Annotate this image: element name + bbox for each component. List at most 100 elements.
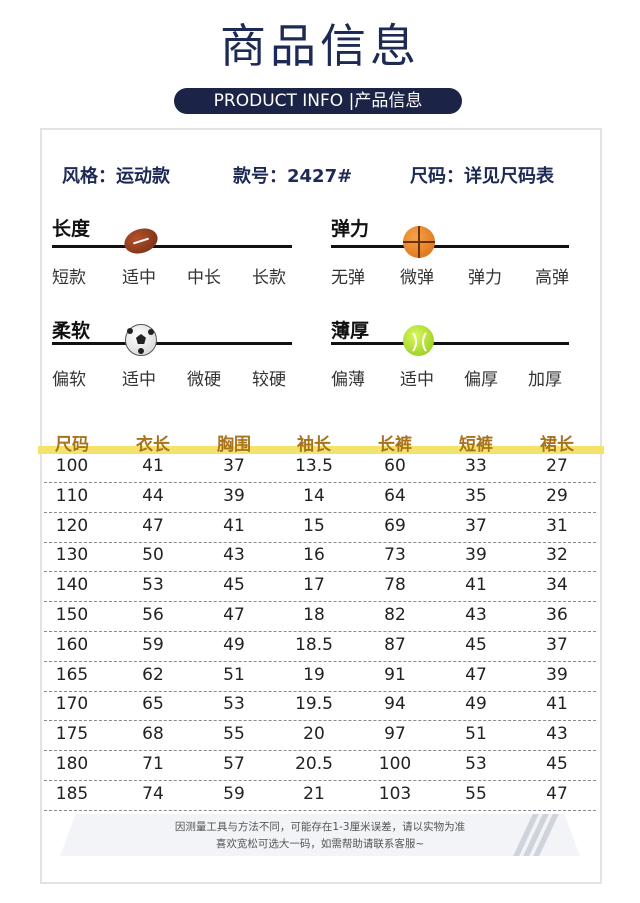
table-cell: 78 — [384, 575, 406, 596]
row-divider — [44, 720, 596, 722]
table-cell: 41 — [546, 694, 568, 715]
size-spec: 尺码：详见尺码表 — [410, 166, 554, 187]
row-divider — [44, 601, 596, 603]
table-row: 140 53 45 17 78 41 34 — [44, 572, 596, 603]
table-cell: 14 — [303, 485, 325, 506]
table-cell: 47 — [465, 664, 487, 685]
table-row: 185 74 59 21 103 55 47 — [44, 781, 596, 811]
table-cell: 60 — [384, 456, 406, 476]
table-header-highlight — [38, 446, 604, 454]
table-row: 160 59 49 18.5 87 45 37 — [44, 632, 596, 662]
table-cell: 13.5 — [295, 456, 333, 476]
softness-option-3: 微硬 — [187, 370, 221, 390]
table-cell: 51 — [223, 664, 245, 685]
table-cell: 45 — [223, 575, 245, 596]
table-row: 150 56 47 18 82 43 36 — [44, 602, 596, 632]
basketball-icon — [403, 226, 435, 258]
table-cell: 180 — [55, 754, 89, 774]
table-cell: 34 — [546, 575, 568, 596]
soccer-ball-icon — [125, 324, 157, 356]
section-subtitle-badge: PRODUCT INFO |产品信息 — [174, 88, 462, 114]
elasticity-option-1: 无弹 — [331, 268, 365, 288]
table-cell: 53 — [223, 694, 245, 715]
table-cell: 53 — [465, 754, 487, 774]
row-divider — [44, 690, 596, 692]
table-cell: 94 — [384, 694, 406, 715]
table-cell: 71 — [142, 754, 164, 774]
table-cell: 41 — [142, 456, 164, 476]
product-info-card — [40, 128, 602, 884]
row-divider — [44, 631, 596, 632]
row-divider — [44, 809, 596, 811]
table-cell: 69 — [384, 515, 406, 536]
table-row: 175 68 55 20 97 51 43 — [44, 721, 596, 752]
table-cell: 68 — [142, 724, 164, 745]
length-scale-bar — [52, 245, 292, 248]
measurement-note: 因测量工具与方法不同，可能存在1-3厘米误差，请以实物为准 喜欢宽松可选大一码，… — [60, 814, 580, 856]
softness-option-4: 较硬 — [252, 370, 286, 390]
table-cell: 160 — [55, 634, 89, 655]
table-cell: 37 — [546, 634, 568, 655]
table-cell: 91 — [384, 664, 406, 685]
row-divider — [44, 780, 596, 781]
thickness-option-2: 适中 — [400, 370, 434, 390]
length-option-3: 中长 — [187, 268, 221, 288]
table-cell: 97 — [384, 724, 406, 745]
table-header-skirt: 裙长 — [540, 435, 574, 455]
row-divider — [44, 541, 596, 543]
softness-option-2: 适中 — [122, 370, 156, 390]
table-cell: 21 — [303, 783, 325, 804]
table-cell: 15 — [303, 515, 325, 536]
note-line-1: 因测量工具与方法不同，可能存在1-3厘米误差，请以实物为准 — [174, 821, 466, 833]
row-divider — [44, 571, 596, 573]
thickness-option-3: 偏厚 — [464, 370, 498, 390]
table-cell: 47 — [223, 605, 245, 625]
table-cell: 140 — [55, 575, 89, 596]
table-cell: 130 — [55, 545, 89, 566]
length-option-1: 短款 — [52, 268, 86, 288]
row-divider — [44, 511, 596, 513]
thickness-option-4: 加厚 — [528, 370, 562, 390]
table-row: 130 50 43 16 73 39 32 — [44, 542, 596, 573]
table-cell: 43 — [223, 545, 245, 566]
length-option-2: 适中 — [122, 268, 156, 288]
table-row: 165 62 51 19 91 47 39 — [44, 662, 596, 692]
table-cell: 19 — [303, 664, 325, 685]
table-cell: 43 — [465, 605, 487, 625]
table-cell: 87 — [384, 634, 406, 655]
elasticity-option-2: 微弹 — [400, 268, 434, 288]
model-spec: 款号：2427# — [233, 166, 353, 187]
table-cell: 64 — [384, 485, 406, 506]
length-option-4: 长款 — [252, 268, 286, 288]
table-cell: 150 — [55, 605, 89, 625]
row-divider — [44, 660, 596, 662]
softness-scale-bar — [52, 342, 292, 345]
table-cell: 74 — [142, 783, 164, 804]
note-line-2: 喜欢宽松可选大一码，如需帮助请联系客服~ — [215, 838, 425, 850]
elasticity-option-4: 高弹 — [535, 268, 569, 288]
table-cell: 170 — [55, 694, 89, 715]
table-cell: 45 — [546, 754, 568, 774]
table-row: 100 41 37 13.5 60 33 27 — [44, 453, 596, 483]
table-cell: 29 — [546, 485, 568, 506]
elasticity-scale-bar — [331, 245, 569, 248]
table-cell: 18 — [303, 605, 325, 625]
style-spec: 风格：运动款 — [62, 166, 170, 187]
table-cell: 32 — [546, 545, 568, 566]
table-cell: 49 — [465, 694, 487, 715]
elasticity-option-3: 弹力 — [468, 268, 502, 288]
table-cell: 100 — [55, 456, 89, 476]
table-cell: 50 — [142, 545, 164, 566]
table-cell: 41 — [223, 515, 245, 536]
table-cell: 57 — [223, 754, 245, 774]
length-title: 长度 — [52, 218, 91, 240]
table-cell: 20 — [303, 724, 325, 745]
row-divider — [44, 482, 596, 483]
table-row: 170 65 53 19.5 94 49 41 — [44, 691, 596, 722]
table-cell: 37 — [223, 456, 245, 476]
table-cell: 110 — [55, 485, 89, 506]
thickness-option-1: 偏薄 — [331, 370, 365, 390]
table-cell: 19.5 — [295, 694, 333, 715]
table-cell: 65 — [142, 694, 164, 715]
thickness-scale-bar — [331, 342, 569, 345]
